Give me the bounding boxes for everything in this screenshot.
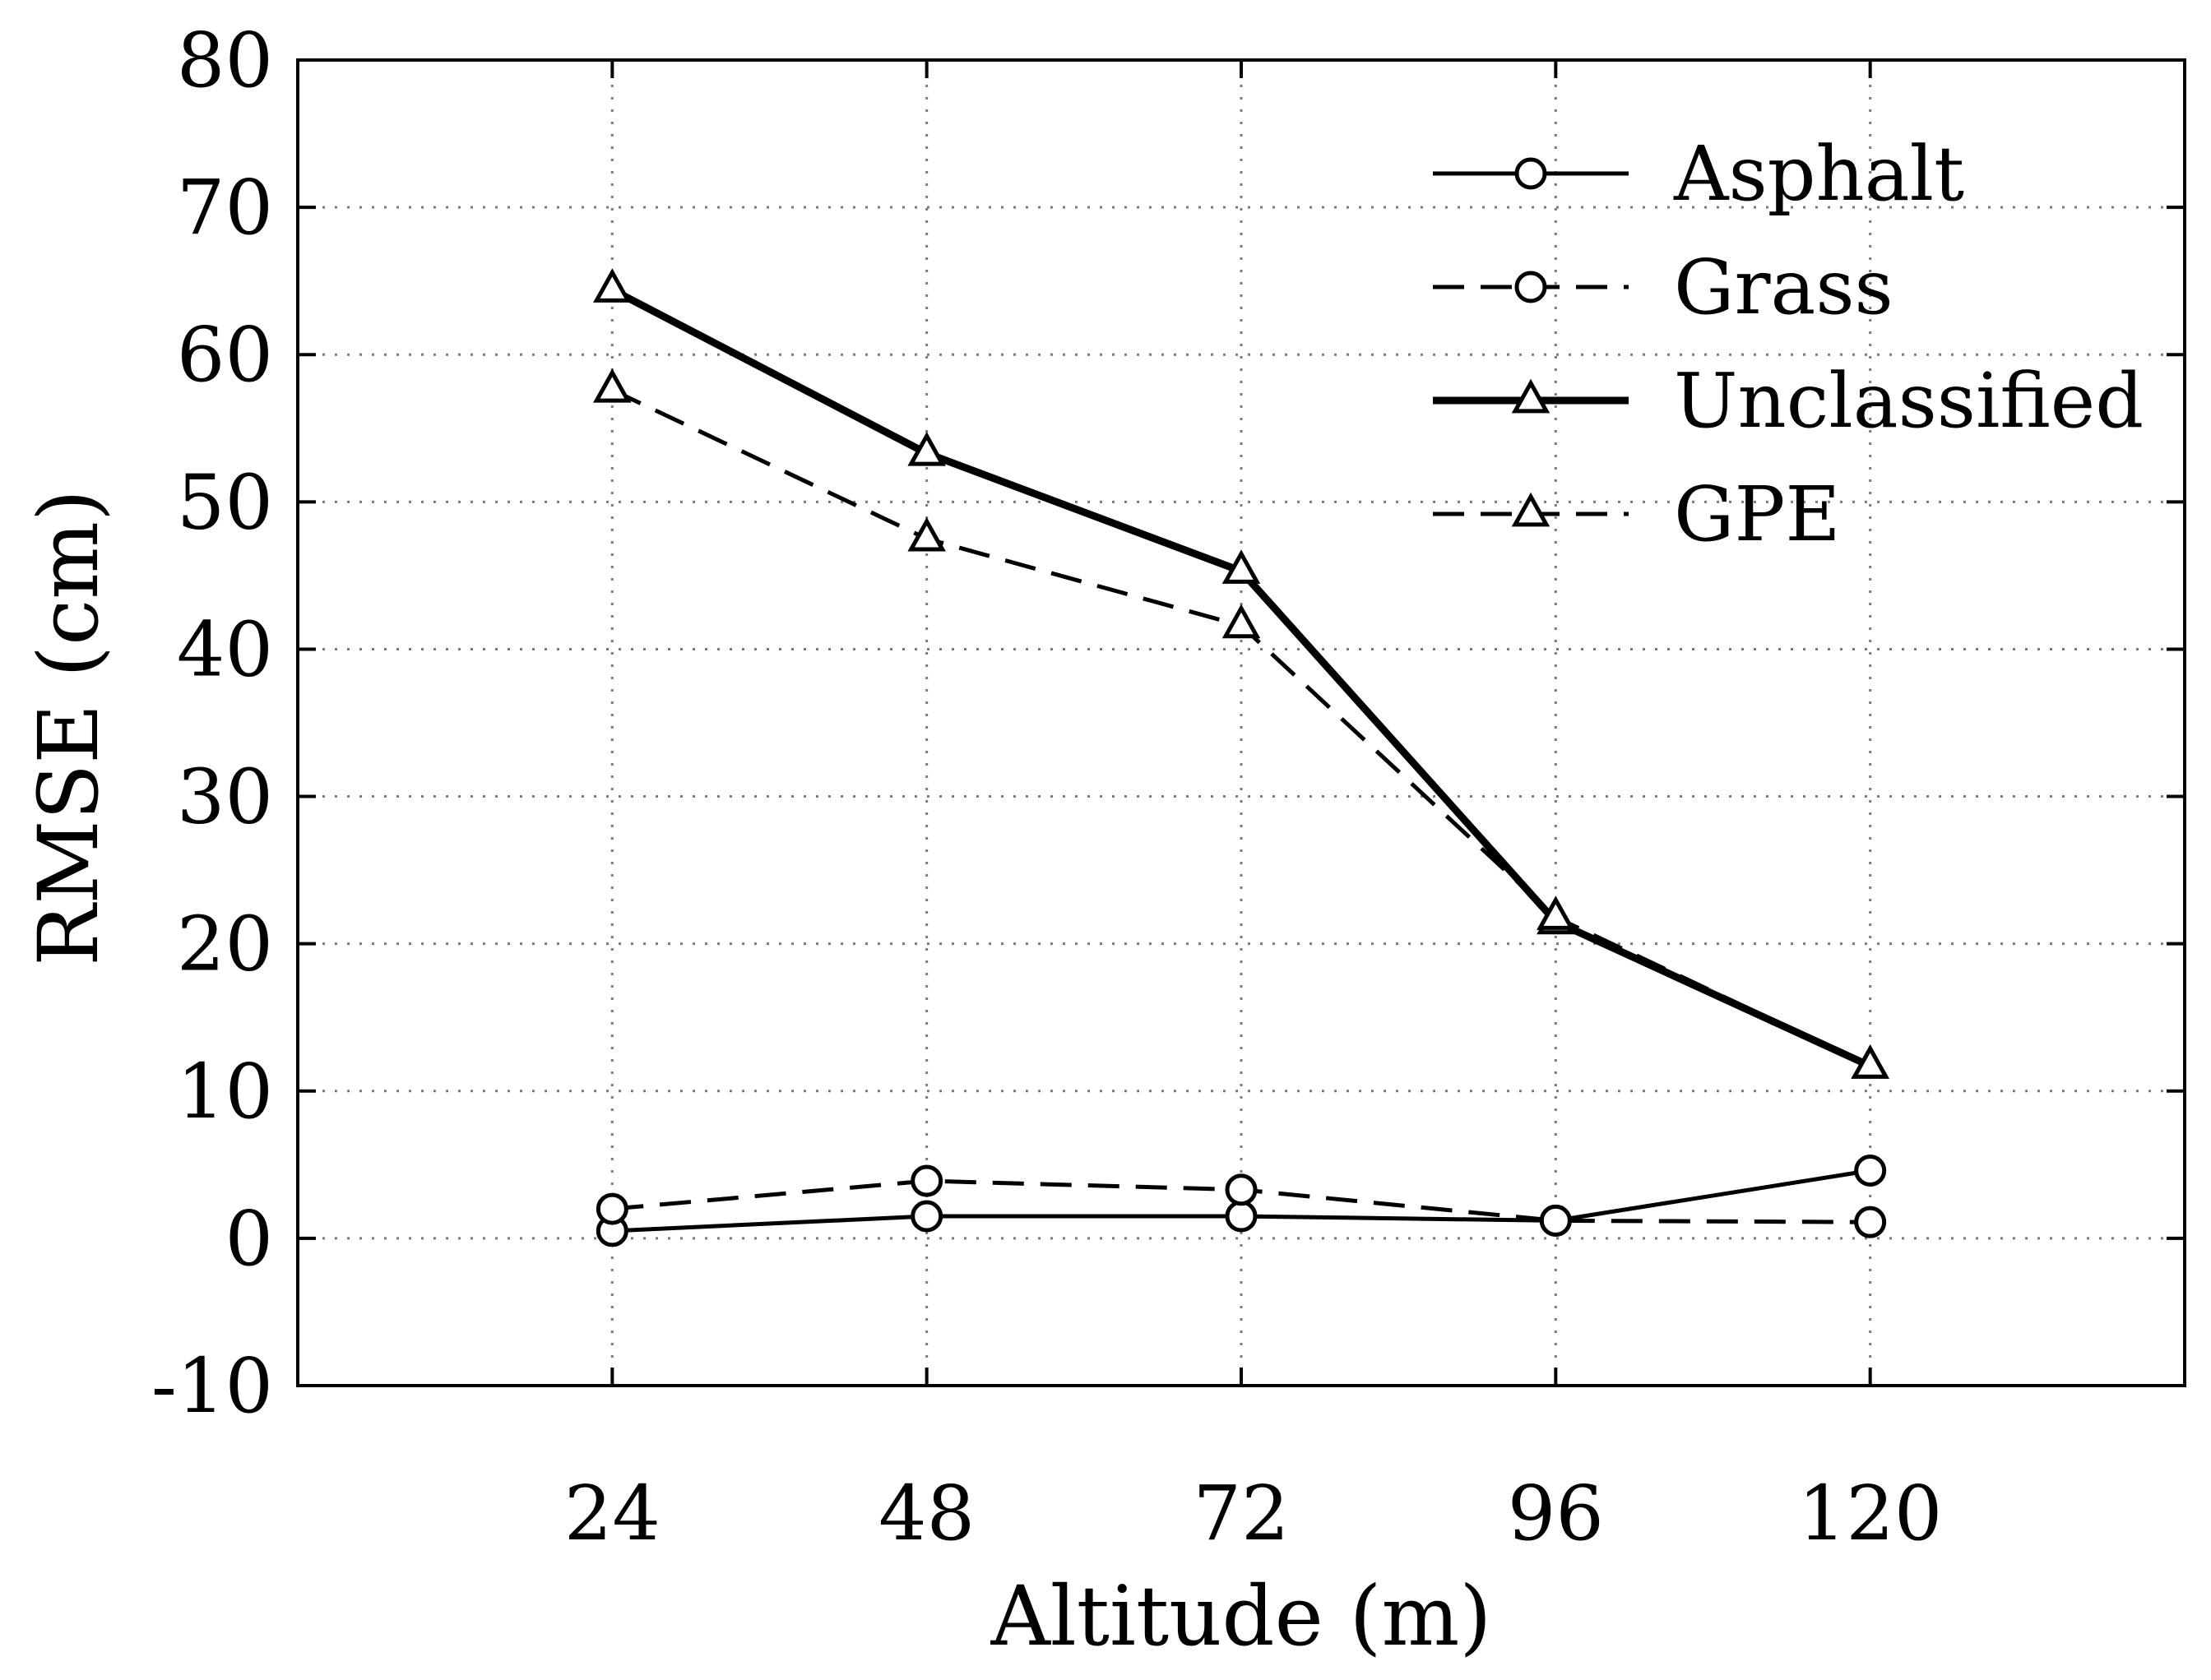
legend-label: GPE [1674,470,1841,558]
series-gpe [593,368,1889,1079]
legend-marker [1511,378,1550,414]
data-point [1221,604,1261,639]
legend-marker [1511,492,1550,527]
y-tick-label: 0 [225,1195,273,1283]
data-point [911,1200,943,1233]
y-tick-label: 20 [177,900,273,988]
data-point [593,268,632,303]
y-axis-title: RMSE (cm) [21,489,117,966]
data-point [593,368,632,403]
data-point [1851,1044,1889,1079]
x-axis-title: Altitude (m) [990,1568,1492,1664]
series-grass [596,1164,1887,1238]
data-point [1854,1206,1887,1238]
y-tick-label: 70 [177,164,273,252]
legend-label: Asphalt [1673,130,1964,218]
y-tick-label: 10 [177,1048,273,1136]
legend-label: Grass [1674,243,1893,331]
legend-entry: Asphalt [1433,130,1964,218]
legend-entry: Grass [1433,243,1893,331]
legend-marker [1514,271,1547,303]
x-tick-label: 72 [1193,1469,1289,1557]
data-point [1225,1200,1258,1233]
series-layer [593,268,1889,1247]
x-axis-ticks: 24 48 72 96 120 [564,60,1943,1557]
legend-marker [1514,157,1547,190]
x-tick-label: 120 [1798,1469,1943,1557]
data-point [1854,1154,1887,1187]
y-axis-ticks: -10 0 10 20 30 40 50 60 70 80 [151,16,2185,1430]
y-tick-label: -10 [151,1342,273,1430]
data-point [911,1164,943,1197]
data-point [1225,1173,1258,1206]
y-tick-label: 40 [177,605,273,693]
data-point [1221,549,1261,584]
y-tick-label: 30 [177,753,273,841]
legend: Asphalt Grass Unclassified GPE [1433,130,2144,558]
legend-label: Unclassified [1674,357,2144,445]
x-tick-label: 24 [564,1469,661,1557]
data-point [596,1192,628,1225]
legend-entry: GPE [1433,470,1841,558]
y-tick-label: 60 [177,311,273,399]
data-point [907,516,946,552]
data-point [907,432,946,466]
data-point [1539,1204,1572,1237]
x-tick-label: 48 [878,1469,975,1557]
data-point [1537,896,1575,930]
y-tick-label: 50 [177,458,273,546]
y-tick-label: 80 [177,16,273,104]
legend-entry: Unclassified [1433,357,2144,445]
x-tick-label: 96 [1508,1469,1604,1557]
